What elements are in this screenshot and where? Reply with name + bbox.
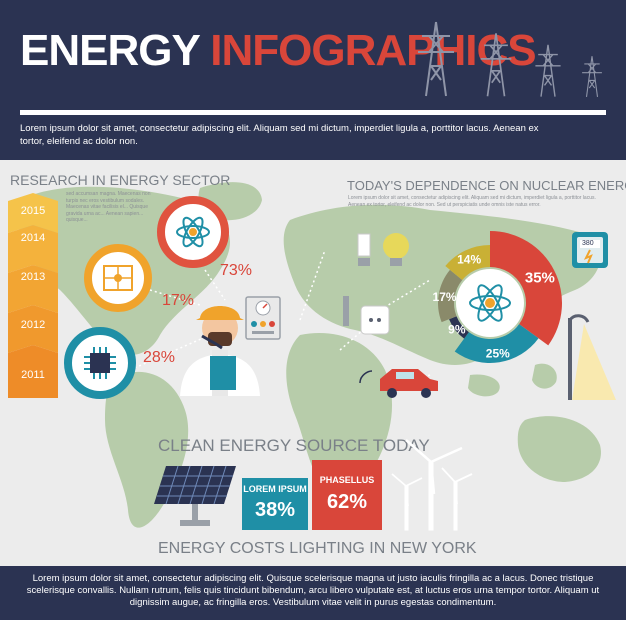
year-chevron-2015: [8, 193, 58, 233]
donut-segment: [445, 245, 490, 281]
year-chevron-2012: [8, 305, 58, 353]
meter-icon: [572, 232, 608, 268]
footer-banner: Lorem ipsum dolor sit amet, consectetur …: [0, 566, 626, 620]
stat-box-value: 62%: [326, 491, 368, 513]
stat-box-phasellus: PHASELLUS 62%: [312, 460, 382, 530]
donut-segment: [449, 316, 469, 339]
page-title: ENERGY INFOGRAPHICS: [20, 26, 537, 76]
power-tower-icon: [582, 56, 602, 97]
year-chevron-2013: [8, 265, 58, 313]
wind-turbine-icon: [441, 467, 473, 531]
stat-box-value: 38%: [254, 499, 296, 521]
donut-segment: [454, 324, 539, 363]
wind-turbines-icon: [391, 439, 473, 531]
research-section-title: RESEARCH IN ENERGY SECTOR: [10, 172, 231, 188]
circuit-research-circle: [84, 244, 152, 312]
header-banner: ENERGY INFOGRAPHICS Lorem ipsum dolor si…: [0, 0, 626, 160]
costs-section-title: ENERGY COSTS LIGHTING IN NEW YORK: [158, 540, 477, 557]
footer-text: Lorem ipsum dolor sit amet, consectetur …: [26, 573, 600, 608]
control-panel-icon: [245, 296, 281, 340]
nuclear-section-title: TODAY'S DEPENDENCE ON NUCLEAR ENERGY: [347, 178, 626, 193]
percent-73: 73%: [220, 262, 253, 279]
stat-box-lorem-ipsum: LOREM IPSUM 38%: [242, 478, 308, 530]
research-circles: [64, 196, 229, 399]
atom-icon: [469, 284, 511, 322]
donut-segment-label: 17%: [433, 290, 457, 304]
power-tower-icon: [418, 21, 454, 97]
header-divider: [20, 110, 606, 115]
nuclear-donut-chart: 35% 25% 9% 17% 14%: [433, 231, 562, 363]
year-chevron-2014: [8, 225, 58, 273]
year-label: 2013: [20, 271, 46, 283]
donut-segment-label: 9%: [448, 323, 466, 337]
power-tower-icon: [535, 44, 561, 97]
scientist-illustration: [180, 306, 260, 396]
light-bulb-icon: [383, 233, 409, 266]
solar-panel-icon: [154, 465, 236, 526]
car-icon: [359, 369, 438, 398]
clean-section-title: CLEAN ENERGY SOURCE TODAY: [158, 436, 430, 455]
donut-segment-label: 14%: [457, 253, 481, 267]
percent-28: 28%: [143, 349, 176, 366]
meter-label: 380: [582, 240, 594, 247]
year-label: 2015: [20, 205, 46, 217]
chip-research-circle: [64, 327, 136, 399]
years-labels: 2015 2014 2013 2012 2011: [8, 193, 58, 398]
research-filler-text: sed accumsan magna. Maecenas non turpis …: [66, 191, 151, 223]
year-label: 2012: [20, 319, 46, 331]
stat-box-label: LOREM IPSUM: [243, 484, 307, 494]
power-tower-icon: [480, 33, 512, 97]
year-label: 2011: [21, 369, 45, 381]
wind-turbine-icon: [405, 439, 463, 531]
intro-text: Lorem ipsum dolor sit amet, consectetur …: [20, 123, 539, 147]
donut-segment-label: 35%: [525, 270, 555, 287]
donut-segment-label: 25%: [486, 346, 510, 360]
cfl-bulb-icon: [357, 233, 371, 266]
year-label: 2014: [20, 232, 46, 244]
donut-segment: [438, 269, 463, 323]
title-word-infographics: INFOGRAPHICS: [210, 26, 536, 75]
percent-17: 17%: [162, 292, 195, 309]
stat-box-label: PHASELLUS: [319, 475, 375, 485]
title-word-energy: ENERGY: [20, 26, 200, 75]
bulb-icons: [357, 233, 409, 266]
donut-segment: [490, 231, 562, 346]
power-towers-icon: [418, 21, 602, 97]
atom-research-circle: [157, 196, 229, 268]
wind-turbine-icon: [391, 473, 423, 531]
year-chevron-2011: [8, 345, 58, 398]
years-timeline: [8, 193, 58, 398]
street-lamp-icon: [568, 314, 616, 400]
nuclear-filler-text: Lorem ipsum dolor sit amet, consectetur …: [348, 195, 596, 208]
plug-socket-icon: [343, 296, 390, 335]
